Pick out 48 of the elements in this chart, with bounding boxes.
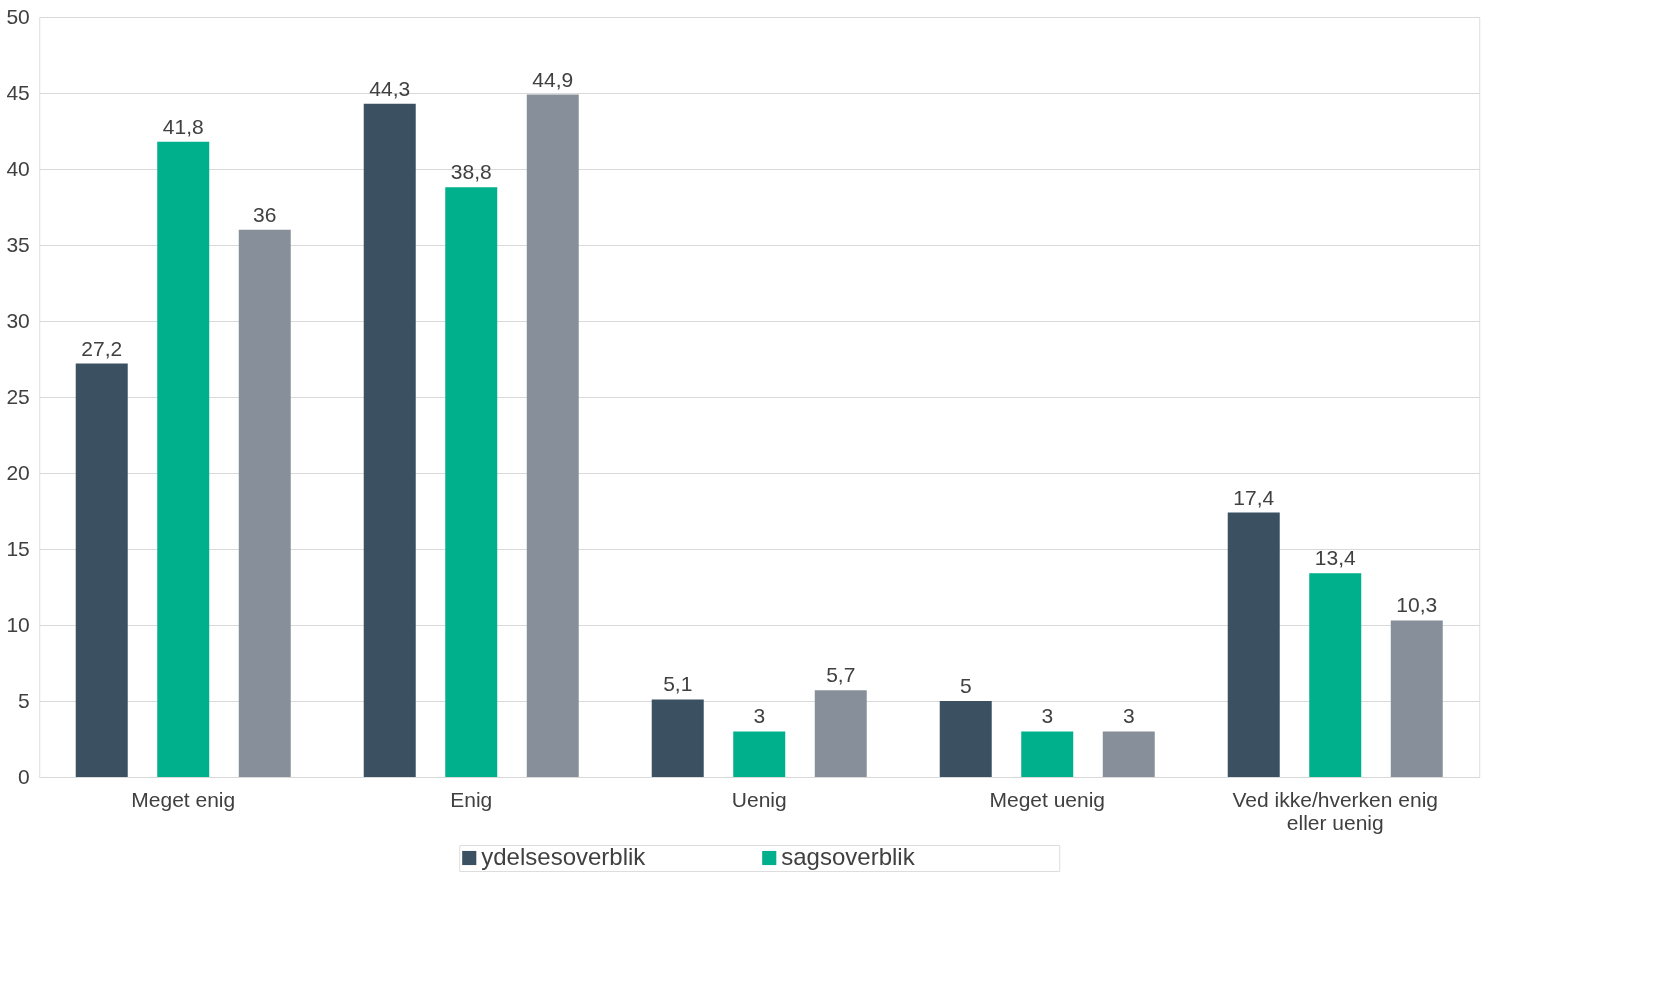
- y-tick-label: 40: [6, 156, 30, 180]
- data-label: 10,3: [1396, 593, 1438, 617]
- y-tick-label: 20: [6, 460, 30, 484]
- y-tick-label: 15: [6, 536, 30, 560]
- x-tick-label: Meget uenig: [989, 787, 1106, 811]
- bar: [1390, 620, 1443, 777]
- x-tick-label: Meget enig: [131, 787, 236, 811]
- bar: [733, 731, 786, 777]
- data-label: 41,8: [162, 114, 204, 138]
- data-label: 13,4: [1314, 546, 1357, 570]
- bar: [75, 363, 128, 777]
- legend-label: sagsoverblik: [781, 843, 916, 870]
- y-tick-label: 45: [6, 80, 30, 104]
- bar: [238, 229, 291, 777]
- bar: [1021, 731, 1074, 777]
- x-tick-label: Enig: [450, 787, 493, 811]
- bar: [157, 141, 210, 777]
- bar: [1102, 731, 1155, 777]
- data-label: 27,2: [81, 336, 123, 360]
- x-tick-label: Ved ikke/hverken enig eller uenig: [1232, 787, 1438, 834]
- bar: [814, 690, 867, 777]
- y-tick-label: 50: [6, 4, 30, 28]
- bar: [651, 699, 704, 777]
- y-tick-label: 0: [18, 764, 30, 788]
- bar: [1309, 573, 1362, 777]
- data-label: 38,8: [450, 160, 492, 184]
- data-label: 5,1: [663, 672, 693, 696]
- bar: [939, 701, 992, 777]
- data-label: 44,9: [532, 67, 574, 91]
- data-label: 5: [959, 674, 972, 697]
- legend-label: ydelsesoverblik: [481, 843, 647, 870]
- data-label: 3: [753, 704, 766, 728]
- data-label: 44,3: [369, 76, 411, 100]
- bar: [445, 187, 498, 777]
- y-tick-label: 30: [6, 308, 30, 332]
- data-label: 17,4: [1233, 485, 1275, 509]
- data-label: 5,7: [826, 663, 856, 687]
- bar: [1227, 512, 1280, 777]
- data-label: 36: [253, 202, 277, 226]
- y-tick-label: 25: [6, 384, 30, 408]
- y-tick-label: 35: [6, 232, 30, 256]
- y-tick-label: 10: [6, 612, 30, 636]
- bar: [363, 103, 416, 777]
- bar: [526, 94, 579, 777]
- data-label: 3: [1122, 704, 1135, 728]
- x-tick-label: Uenig: [731, 787, 787, 811]
- data-label: 3: [1041, 704, 1054, 728]
- y-tick-label: 5: [18, 688, 30, 712]
